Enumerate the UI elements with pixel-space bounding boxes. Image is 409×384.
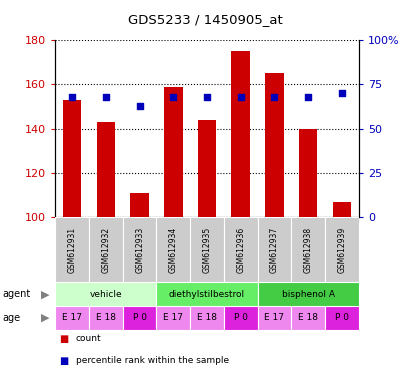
Text: GSM612936: GSM612936 — [236, 227, 245, 273]
Bar — [291, 306, 324, 330]
Text: E 18: E 18 — [297, 313, 317, 323]
Bar — [97, 122, 115, 217]
Bar — [324, 306, 358, 330]
Text: P 0: P 0 — [334, 313, 348, 323]
Text: E 18: E 18 — [96, 313, 116, 323]
Text: diethylstilbestrol: diethylstilbestrol — [169, 290, 245, 299]
Text: E 17: E 17 — [62, 313, 82, 323]
Text: GSM612939: GSM612939 — [337, 227, 346, 273]
Text: GSM612932: GSM612932 — [101, 227, 110, 273]
Bar — [298, 129, 317, 217]
Bar — [223, 306, 257, 330]
Bar — [231, 51, 249, 217]
Bar — [291, 217, 324, 282]
Point — [270, 94, 277, 100]
Bar — [89, 217, 122, 282]
Point — [170, 94, 176, 100]
Bar — [156, 217, 190, 282]
Bar — [190, 217, 223, 282]
Bar — [122, 306, 156, 330]
Bar — [257, 282, 358, 306]
Bar — [257, 217, 291, 282]
Text: P 0: P 0 — [132, 313, 146, 323]
Text: GSM612931: GSM612931 — [67, 227, 76, 273]
Text: E 18: E 18 — [197, 313, 216, 323]
Point — [136, 103, 143, 109]
Bar — [55, 282, 156, 306]
Text: E 17: E 17 — [264, 313, 284, 323]
Bar — [55, 217, 89, 282]
Bar — [55, 306, 89, 330]
Text: bisphenol A: bisphenol A — [281, 290, 334, 299]
Text: GSM612934: GSM612934 — [169, 227, 178, 273]
Bar — [156, 282, 257, 306]
Bar — [332, 202, 350, 217]
Text: agent: agent — [2, 289, 30, 299]
Bar — [156, 306, 190, 330]
Text: count: count — [76, 334, 101, 343]
Point — [338, 90, 344, 96]
Text: ■: ■ — [59, 334, 69, 344]
Point — [304, 94, 311, 100]
Point — [102, 94, 109, 100]
Point — [203, 94, 210, 100]
Text: ■: ■ — [59, 356, 69, 366]
Text: percentile rank within the sample: percentile rank within the sample — [76, 356, 228, 364]
Point — [69, 94, 75, 100]
Bar — [324, 217, 358, 282]
Text: GSM612935: GSM612935 — [202, 227, 211, 273]
Point — [237, 94, 243, 100]
Text: GDS5233 / 1450905_at: GDS5233 / 1450905_at — [127, 13, 282, 26]
Bar — [130, 193, 148, 217]
Text: GSM612933: GSM612933 — [135, 227, 144, 273]
Text: E 17: E 17 — [163, 313, 183, 323]
Text: GSM612937: GSM612937 — [269, 227, 278, 273]
Text: P 0: P 0 — [233, 313, 247, 323]
Text: ▶: ▶ — [41, 289, 49, 299]
Bar — [122, 217, 156, 282]
Text: GSM612938: GSM612938 — [303, 227, 312, 273]
Text: ▶: ▶ — [41, 313, 49, 323]
Bar — [63, 100, 81, 217]
Text: vehicle: vehicle — [90, 290, 122, 299]
Bar — [164, 87, 182, 217]
Bar — [257, 306, 291, 330]
Bar — [223, 217, 257, 282]
Bar — [265, 73, 283, 217]
Bar — [190, 306, 223, 330]
Text: age: age — [2, 313, 20, 323]
Bar — [89, 306, 122, 330]
Bar — [197, 120, 216, 217]
